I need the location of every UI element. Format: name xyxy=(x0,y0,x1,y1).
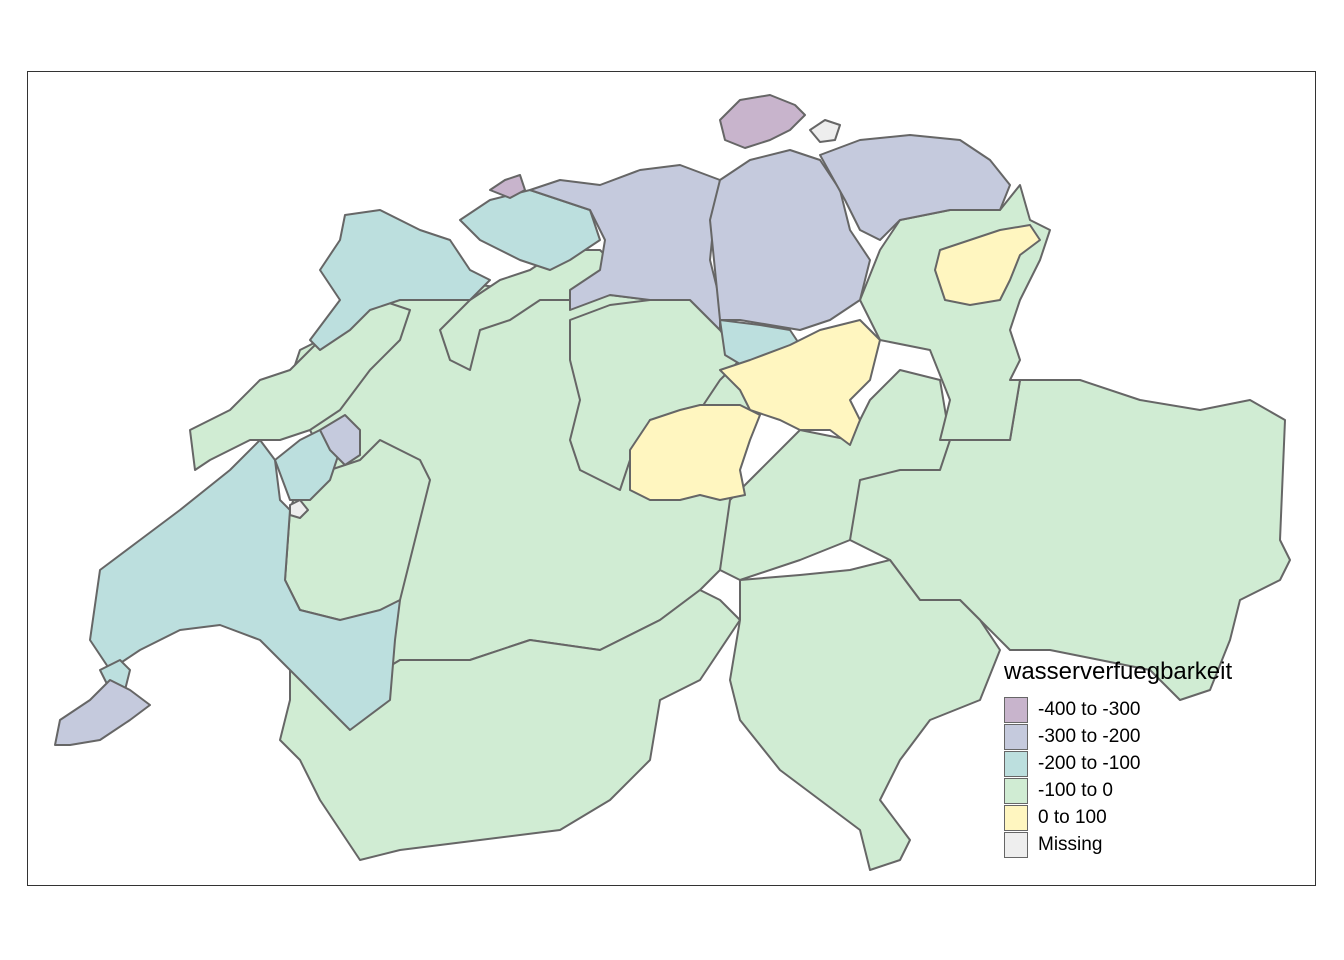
region-aargau[interactable] xyxy=(529,164,721,331)
region-geneva[interactable] xyxy=(54,679,151,746)
legend-swatch xyxy=(1004,804,1028,831)
legend-label: -200 to -100 xyxy=(1038,752,1141,774)
region-lake-neuchatel[interactable] xyxy=(274,429,341,501)
legend-title: wasserverfuegbarkeit xyxy=(1004,658,1233,685)
legend-swatch xyxy=(1004,696,1028,723)
legend-label: -100 to 0 xyxy=(1038,779,1113,801)
legend-label: -300 to -200 xyxy=(1038,725,1141,747)
region-uri-glarus[interactable] xyxy=(719,369,951,581)
region-zurich[interactable] xyxy=(709,149,871,331)
region-appenzell[interactable] xyxy=(934,224,1041,306)
region-vaud[interactable] xyxy=(89,439,401,731)
map-frame xyxy=(27,71,1316,886)
legend-label: -400 to -300 xyxy=(1038,698,1141,720)
legend-item: -100 to 0 xyxy=(1004,777,1232,804)
legend-swatch xyxy=(1004,777,1028,804)
legend-item: -200 to -100 xyxy=(1004,750,1232,777)
region-murten[interactable] xyxy=(319,414,361,466)
region-missing-west[interactable] xyxy=(289,499,309,519)
legend-item: Missing xyxy=(1004,831,1232,858)
legend-label: 0 to 100 xyxy=(1038,806,1107,828)
legend-swatch xyxy=(1004,723,1028,750)
region-schwyz[interactable] xyxy=(719,319,881,446)
legend-item: -300 to -200 xyxy=(1004,723,1232,750)
region-wallis[interactable] xyxy=(279,589,741,861)
region-neuchatel-jura-west[interactable] xyxy=(189,299,411,471)
region-tessin[interactable] xyxy=(729,559,1001,871)
region-jura[interactable] xyxy=(309,209,491,351)
region-schaffhausen[interactable] xyxy=(719,94,806,149)
legend-item: -400 to -300 xyxy=(1004,696,1232,723)
region-missing-north[interactable] xyxy=(809,119,841,143)
legend-swatch xyxy=(1004,750,1028,777)
legend-swatch xyxy=(1004,831,1028,858)
region-basel-stadt[interactable] xyxy=(489,174,526,199)
legend-item: 0 to 100 xyxy=(1004,804,1232,831)
legend-label: Missing xyxy=(1038,833,1103,855)
map-legend: wasserverfuegbarkeit -400 to -300 -300 t… xyxy=(1004,658,1232,858)
region-thurgau[interactable] xyxy=(819,134,1011,241)
region-obwalden-nidwalden[interactable] xyxy=(629,404,761,501)
